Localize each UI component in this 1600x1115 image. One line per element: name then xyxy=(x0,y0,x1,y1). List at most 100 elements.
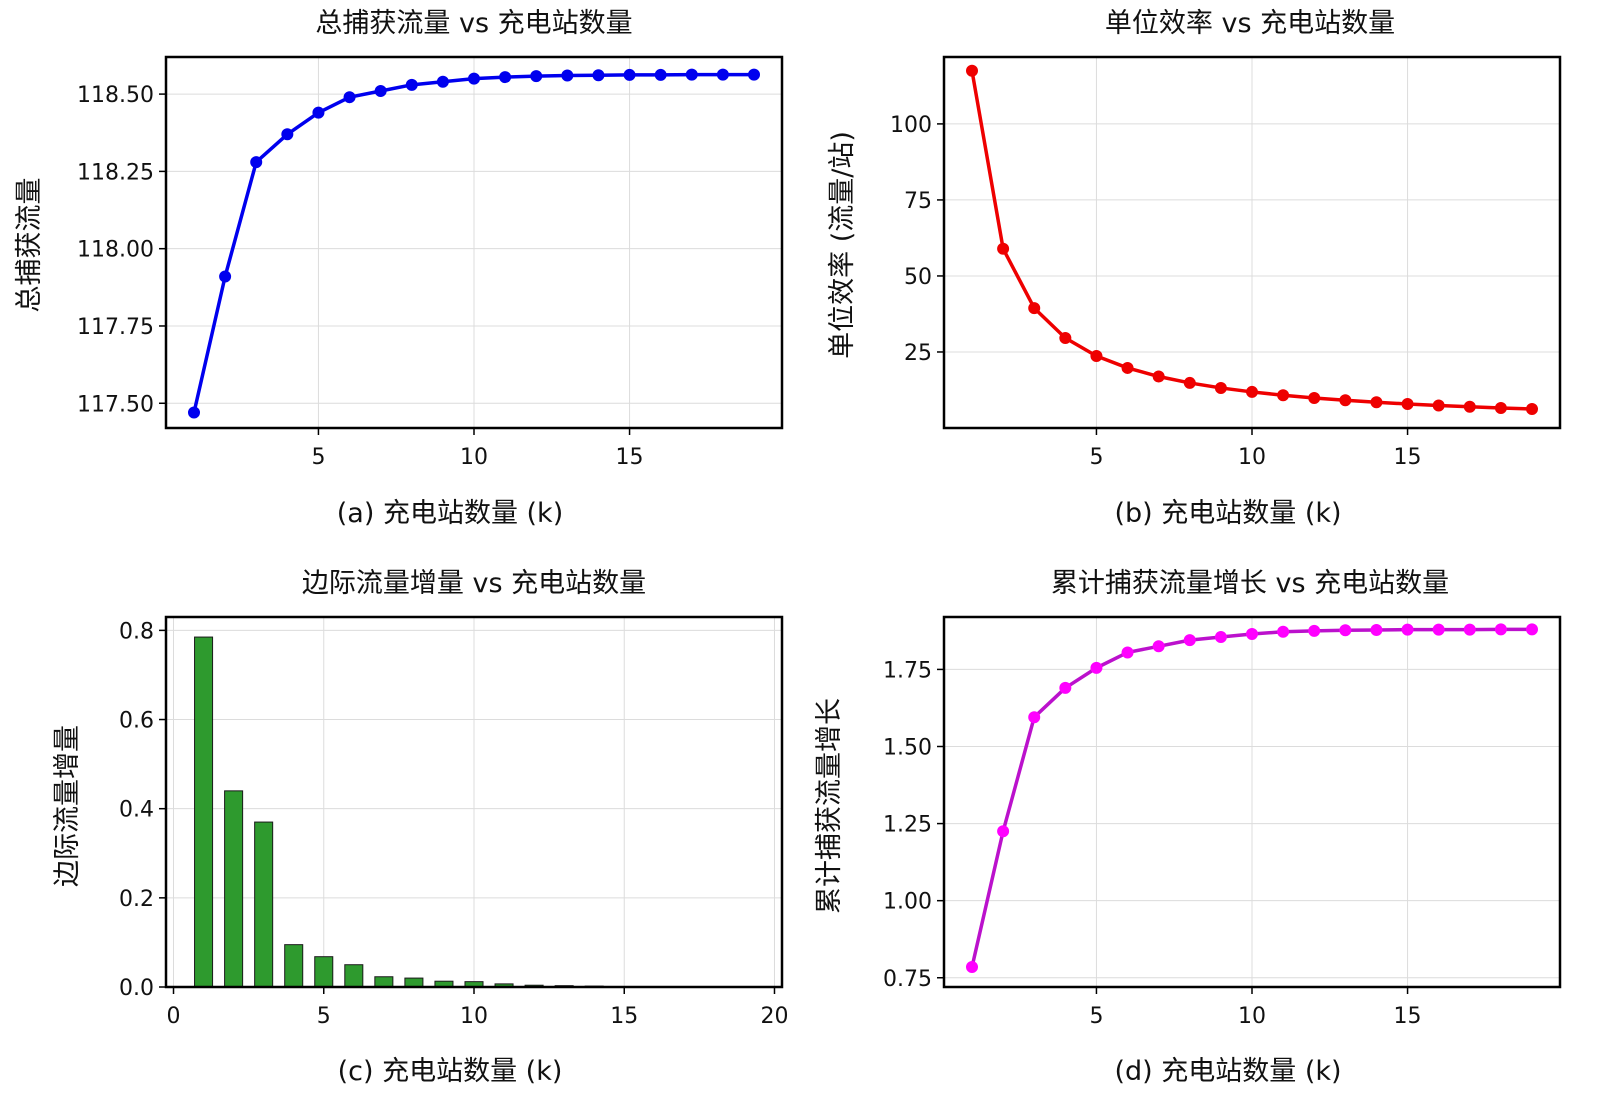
data-point xyxy=(1152,370,1165,383)
x-tick-label: 10 xyxy=(460,1004,488,1029)
data-point xyxy=(1463,623,1476,636)
bar xyxy=(284,944,304,988)
data-point xyxy=(1059,332,1072,345)
chart-title: 累计捕获流量增长 vs 充电站数量 xyxy=(1051,568,1449,599)
x-tick-label: 5 xyxy=(311,445,325,470)
bar xyxy=(224,790,244,988)
data-point xyxy=(685,68,698,81)
data-point xyxy=(1308,391,1321,404)
data-point xyxy=(1246,385,1258,398)
y-axis-label: 累计捕获流量增长 xyxy=(814,698,845,914)
y-axis-label: 总捕获流量 xyxy=(14,178,45,313)
panel-unit-efficiency: 单位效率 vs 充电站数量 (b) 充电站数量 (k) 单位效率 (流量/站) … xyxy=(827,8,1562,529)
data-point xyxy=(1214,631,1227,644)
data-point xyxy=(1494,401,1507,414)
y-axis-label: 边际流量增量 xyxy=(52,725,83,887)
y-tick-label: 117.50 xyxy=(77,392,154,417)
x-tick-label: 0 xyxy=(167,1004,181,1029)
data-point xyxy=(1370,623,1383,636)
data-point xyxy=(997,825,1010,838)
y-tick-label: 0.2 xyxy=(119,887,154,912)
panel-cumulative-flow-growth: 累计捕获流量增长 vs 充电站数量 (d) 充电站数量 (k) 累计捕获流量增长… xyxy=(814,568,1562,1087)
data-point xyxy=(966,64,978,77)
y-tick-label: 0.0 xyxy=(119,976,154,1001)
x-tick-label: 10 xyxy=(460,445,488,470)
data-point xyxy=(530,70,543,83)
y-tick-label: 50 xyxy=(904,265,932,290)
bar xyxy=(404,977,424,988)
data-point xyxy=(1028,302,1041,315)
y-tick-label: 0.75 xyxy=(883,967,932,992)
y-axis-label: 单位效率 (流量/站) xyxy=(827,131,858,359)
data-point xyxy=(1339,394,1352,407)
data-point xyxy=(250,156,263,169)
x-tick-label: 10 xyxy=(1238,445,1266,470)
bar xyxy=(194,636,214,988)
data-point xyxy=(1121,361,1134,374)
x-tick-label: 15 xyxy=(610,1004,638,1029)
y-tick-label: 0.4 xyxy=(119,798,154,823)
y-tick-label: 118.50 xyxy=(77,83,154,108)
data-point xyxy=(997,242,1010,255)
data-point xyxy=(1526,623,1538,636)
data-point xyxy=(1214,381,1227,394)
data-point xyxy=(1494,623,1507,636)
x-tick-label: 5 xyxy=(1089,1004,1103,1029)
data-point xyxy=(1090,349,1103,362)
data-point xyxy=(281,128,294,141)
data-point xyxy=(468,72,480,85)
bar xyxy=(344,964,364,988)
data-point xyxy=(1308,624,1321,637)
data-point xyxy=(654,68,667,81)
data-point xyxy=(1432,623,1445,636)
data-point xyxy=(436,75,449,88)
panel-total-captured-flow: 总捕获流量 vs 充电站数量 (a) 充电站数量 (k) 总捕获流量 5 10 15… xyxy=(14,8,784,529)
y-tick-label: 118.00 xyxy=(77,238,154,263)
x-axis-label: (a) 充电站数量 (k) xyxy=(337,498,563,529)
data-point xyxy=(966,960,978,973)
y-tick-label: 1.25 xyxy=(883,813,932,838)
x-tick-label: 10 xyxy=(1238,1004,1266,1029)
data-point xyxy=(1277,389,1290,402)
data-point xyxy=(1339,624,1352,637)
chart-title: 总捕获流量 vs 充电站数量 xyxy=(315,8,632,39)
data-point xyxy=(343,91,356,104)
y-tick-label: 1.75 xyxy=(883,658,932,683)
bar xyxy=(254,821,274,988)
data-point xyxy=(1183,376,1196,389)
data-point xyxy=(374,85,387,98)
y-tick-label: 100 xyxy=(890,113,932,138)
y-tick-label: 0.6 xyxy=(119,709,154,734)
chart-title: 边际流量增量 vs 充电站数量 xyxy=(302,568,646,599)
x-tick-label: 15 xyxy=(1394,445,1422,470)
y-tick-label: 118.25 xyxy=(77,160,154,185)
y-tick-label: 1.50 xyxy=(883,736,932,761)
y-tick-label: 25 xyxy=(904,341,932,366)
data-point xyxy=(1401,623,1414,636)
x-tick-label: 5 xyxy=(1089,445,1103,470)
chart-title: 单位效率 vs 充电站数量 xyxy=(1105,8,1395,39)
y-tick-label: 1.00 xyxy=(883,890,932,915)
data-point xyxy=(1277,625,1290,638)
data-point xyxy=(405,78,418,91)
data-point xyxy=(219,270,232,283)
data-point xyxy=(1370,396,1383,409)
panel-marginal-flow-increment: 边际流量增量 vs 充电站数量 (c) 充电站数量 (k) 边际流量增量 0 5 1… xyxy=(52,568,788,1087)
y-tick-label: 117.75 xyxy=(77,315,154,340)
y-tick-label: 0.8 xyxy=(119,619,154,644)
x-axis-label: (d) 充电站数量 (k) xyxy=(1114,1056,1341,1087)
data-point xyxy=(499,71,512,84)
data-point xyxy=(1059,681,1072,694)
data-point xyxy=(1121,646,1134,659)
data-point xyxy=(188,406,200,419)
y-tick-label: 75 xyxy=(904,189,932,214)
x-tick-label: 15 xyxy=(1394,1004,1422,1029)
data-point xyxy=(312,106,325,119)
data-point xyxy=(1028,711,1041,724)
data-point xyxy=(1090,661,1103,674)
x-tick-label: 20 xyxy=(760,1004,788,1029)
bar xyxy=(314,956,334,988)
data-point xyxy=(1463,400,1476,413)
data-point xyxy=(1526,403,1538,416)
